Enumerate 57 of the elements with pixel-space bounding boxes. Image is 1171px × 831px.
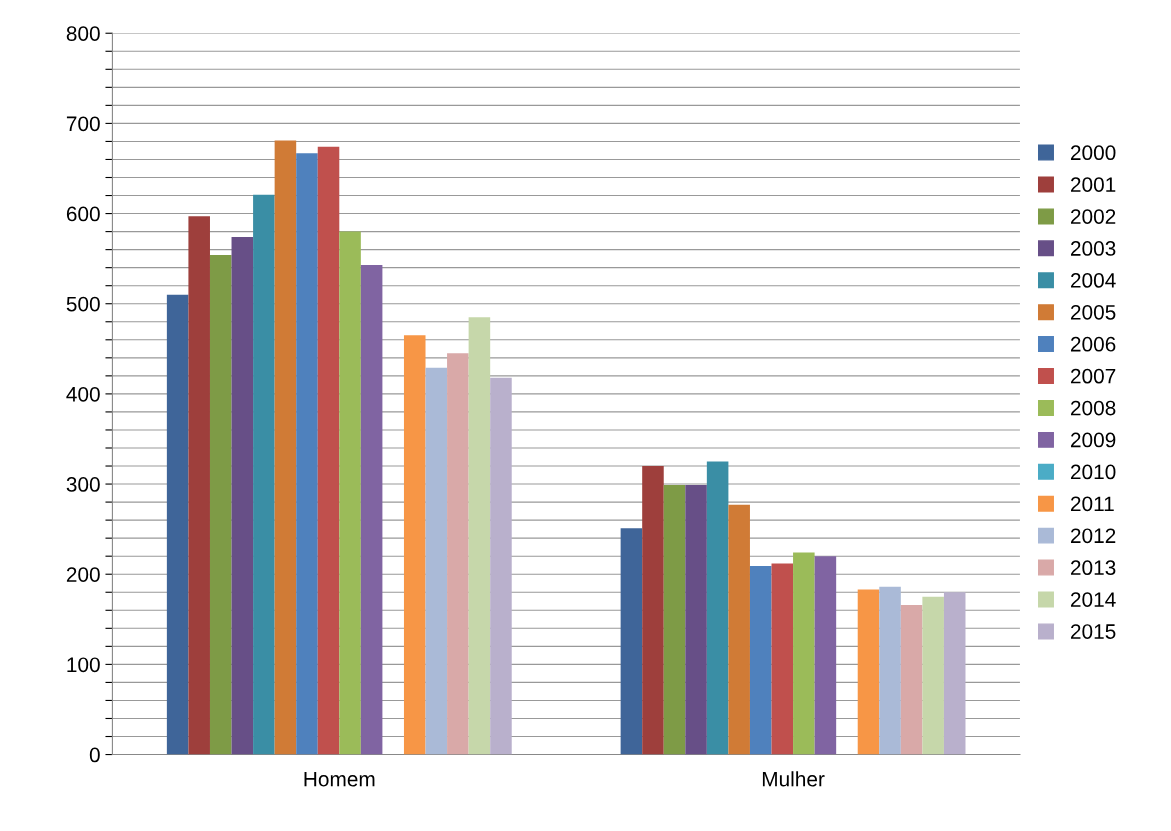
bar <box>771 563 794 755</box>
bar <box>728 504 750 755</box>
legend-label: 2002 <box>1070 209 1116 224</box>
bar <box>814 556 837 755</box>
legend-label: 2007 <box>1070 368 1116 384</box>
legend-label: 2013 <box>1070 560 1116 576</box>
bar <box>879 586 901 755</box>
y-tick-label: 100 <box>67 657 100 673</box>
bar <box>253 194 275 755</box>
y-tick-label: 400 <box>66 386 100 402</box>
bar <box>296 153 318 755</box>
x-tick-label: Homem <box>304 771 375 787</box>
bar <box>620 528 643 755</box>
bar <box>943 592 966 755</box>
y-tick-label: 200 <box>66 567 100 582</box>
bar <box>447 353 469 755</box>
bar <box>685 484 707 755</box>
bar <box>490 377 512 755</box>
legend-label: 2001 <box>1070 177 1116 192</box>
legend-label: 2009 <box>1070 432 1116 448</box>
bar <box>188 216 210 755</box>
y-tick-label: 0 <box>89 747 100 763</box>
bar <box>642 466 664 755</box>
bar <box>403 335 426 755</box>
bar <box>922 596 944 755</box>
bar <box>468 317 491 755</box>
x-tick-label: Mulher <box>762 771 825 787</box>
bar <box>317 146 340 755</box>
legend-label: 2005 <box>1070 304 1116 320</box>
bar <box>209 255 232 755</box>
legend-label: 2000 <box>1070 145 1116 161</box>
y-tick-label: 800 <box>66 26 100 41</box>
bar <box>360 264 383 755</box>
bar <box>857 589 880 755</box>
bar <box>706 461 729 755</box>
y-tick-label: 300 <box>66 477 100 492</box>
bar <box>663 484 686 755</box>
bar <box>425 367 448 755</box>
bar <box>274 140 297 755</box>
legend-label: 2015 <box>1070 624 1116 639</box>
y-tick-label: 700 <box>66 116 100 132</box>
legend-label: 2004 <box>1070 273 1116 288</box>
bar <box>900 604 923 755</box>
bar <box>231 237 254 755</box>
legend-label: 2003 <box>1070 241 1116 256</box>
legend-label: 2010 <box>1070 464 1116 480</box>
legend-label: 2014 <box>1070 592 1116 607</box>
bar <box>166 294 189 755</box>
legend-label: 2008 <box>1070 400 1116 416</box>
y-tick-label: 500 <box>66 296 100 312</box>
bar <box>339 231 361 755</box>
y-tick-label: 600 <box>66 206 100 222</box>
bar <box>793 552 815 755</box>
legend-label: 2011 <box>1070 496 1114 512</box>
bar <box>749 566 772 755</box>
legend-label: 2012 <box>1070 528 1116 544</box>
legend-label: 2006 <box>1070 336 1116 352</box>
